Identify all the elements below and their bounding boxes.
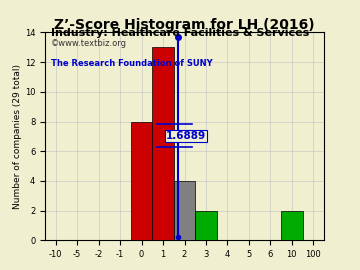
Bar (131, 122, 152, 240)
Text: The Research Foundation of SUNY: The Research Foundation of SUNY (50, 59, 212, 68)
Text: Industry: Healthcare Facilities & Services: Industry: Healthcare Facilities & Servic… (51, 28, 309, 38)
Text: ©www.textbiz.org: ©www.textbiz.org (50, 39, 127, 48)
Bar (281, 211, 302, 240)
Bar (174, 181, 195, 240)
Bar (152, 47, 174, 240)
Bar (195, 211, 217, 240)
Y-axis label: Number of companies (29 total): Number of companies (29 total) (13, 64, 22, 209)
Title: Z’-Score Histogram for LH (2016): Z’-Score Histogram for LH (2016) (54, 18, 315, 32)
Text: 1.6889: 1.6889 (166, 131, 206, 141)
